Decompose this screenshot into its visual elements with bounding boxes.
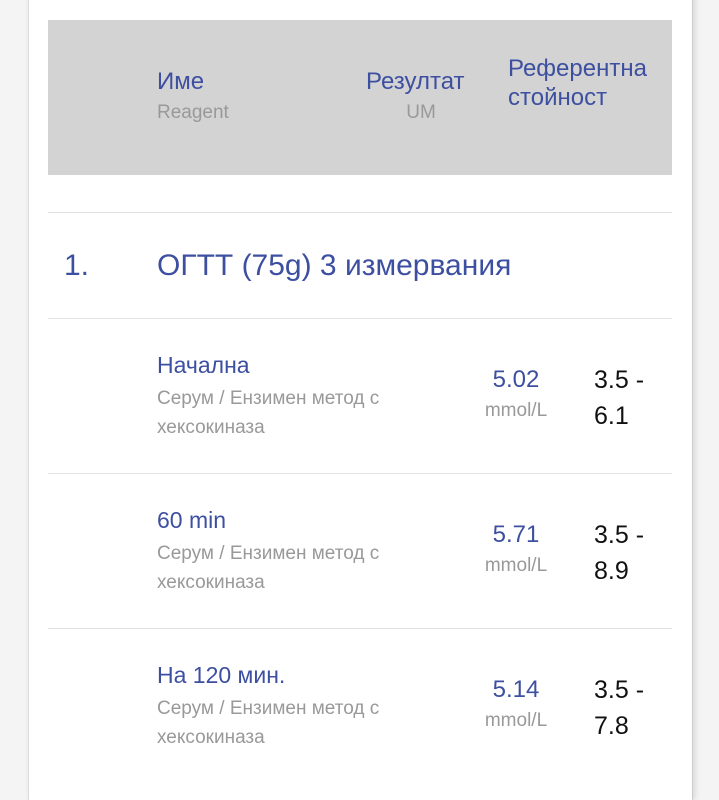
- divider: [48, 628, 672, 629]
- group-title: ОГТТ (75g) 3 измервания: [157, 249, 512, 282]
- divider: [48, 473, 672, 474]
- result-row: 60 min Серум / Ензимен метод с хексокина…: [0, 473, 719, 628]
- header-result-sub: UM: [406, 102, 436, 123]
- test-value: 5.14: [492, 676, 540, 703]
- test-reference: 3.5 - 7.8: [594, 676, 645, 740]
- divider: [48, 318, 672, 319]
- result-row: На 120 мин. Серум / Ензимен метод с хекс…: [0, 628, 719, 783]
- header-name-sub: Reagent: [157, 102, 229, 123]
- header-name: Име: [157, 68, 205, 95]
- test-value: 5.02: [492, 366, 540, 393]
- header-reference: Референтна стойност: [508, 55, 647, 111]
- divider: [48, 212, 672, 213]
- test-unit: mmol/L: [484, 400, 548, 421]
- test-value: 5.71: [492, 521, 540, 548]
- test-method: Серум / Ензимен метод с хексокиназа: [157, 388, 380, 438]
- test-name: На 120 мин.: [157, 662, 286, 688]
- header-result: Резултат: [366, 68, 465, 95]
- test-reference: 3.5 - 6.1: [594, 366, 645, 430]
- test-method: Серум / Ензимен метод с хексокиназа: [157, 698, 380, 748]
- result-row: Начална Серум / Ензимен метод с хексокин…: [0, 318, 719, 473]
- test-reference: 3.5 - 8.9: [594, 521, 645, 585]
- table-header: [48, 20, 672, 175]
- test-name: Начална: [157, 352, 250, 378]
- test-unit: mmol/L: [484, 710, 548, 731]
- test-name: 60 min: [157, 507, 227, 533]
- test-unit: mmol/L: [484, 555, 548, 576]
- test-method: Серум / Ензимен метод с хексокиназа: [157, 543, 380, 593]
- group-number: 1.: [64, 249, 90, 282]
